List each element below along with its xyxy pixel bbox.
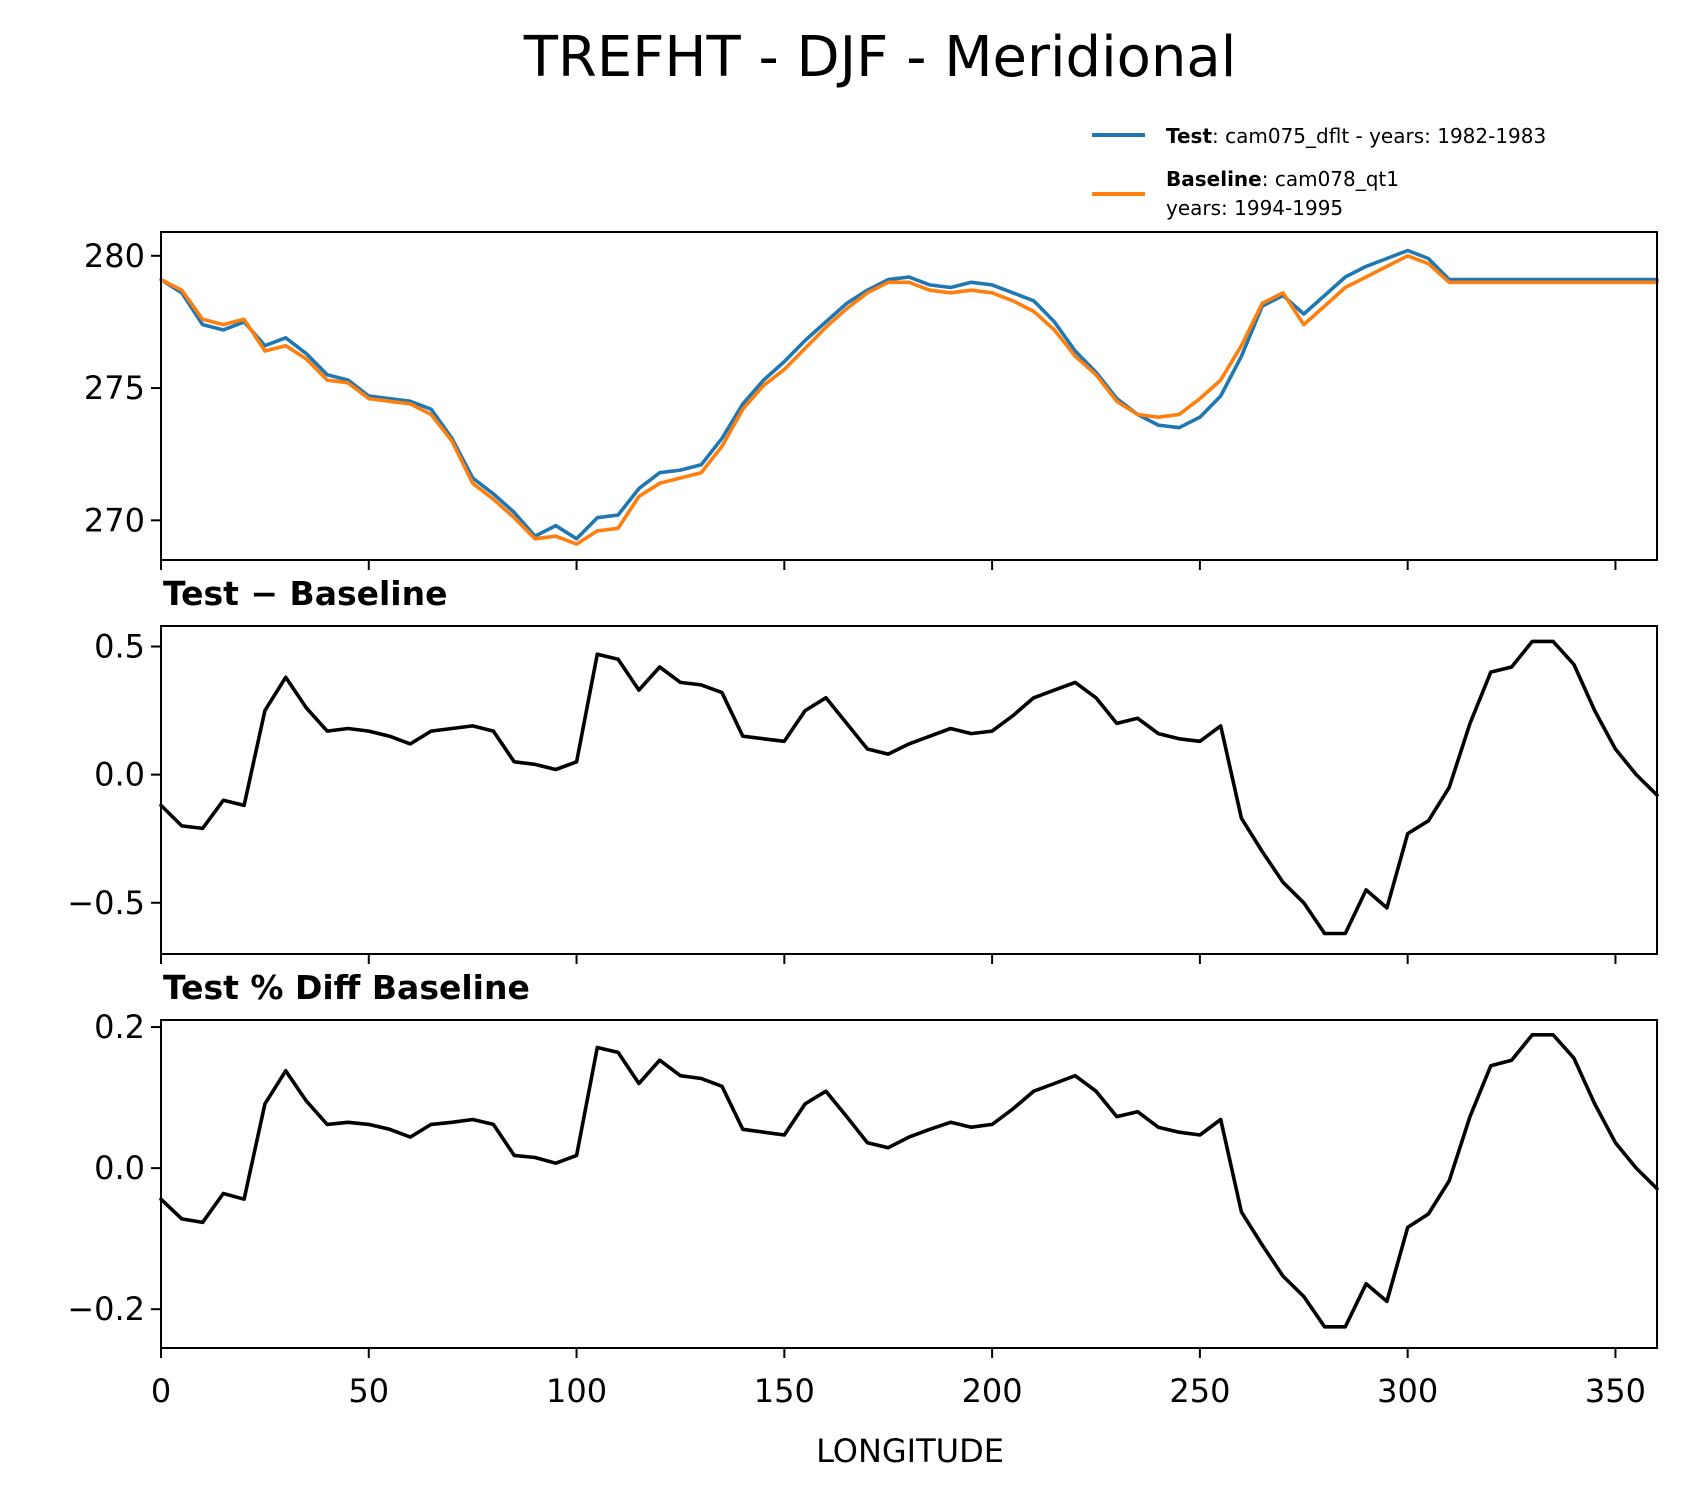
series-line-test-diff-baseline [159,1033,1659,1329]
y-tick-label: 0.2 [94,1008,145,1046]
axes-frame [160,1019,1658,1349]
y-tick-label: −0.2 [67,1290,145,1328]
legend-label-line2: years: 1994-1995 [1166,196,1343,220]
x-tick-label: 300 [1377,1372,1438,1410]
series-line-baseline [159,254,1659,546]
x-tick-label: 150 [754,1372,815,1410]
panel-3: Test % Diff Baseline −0.2 0.0 0.2 0 50 100 150 2… [67,968,1659,1410]
series-line-test-baseline [159,639,1659,936]
legend-label-1: Test: cam075_dflt - years: 1982-1983 [1166,124,1546,148]
x-tick-label: 0 [151,1372,171,1410]
panel-1: 270 275 280 Test: cam075_dflt - years: 1982… [84,124,1659,570]
chart-panels: 270 275 280 Test: cam075_dflt - years: 1982… [67,124,1659,1410]
panel-title: Test − Baseline [163,574,448,613]
y-tick-label: 275 [84,369,145,407]
x-tick-label: 250 [1169,1372,1230,1410]
legend-label-bold: Test [1166,124,1212,148]
y-tick-label: 0.0 [94,756,145,794]
y-tick-label: 0.5 [94,628,145,666]
x-tick-label: 350 [1585,1372,1646,1410]
x-tick-label: 100 [546,1372,607,1410]
axes-frame [160,231,1658,561]
y-tick-label: 280 [84,237,145,275]
legend: Test: cam075_dflt - years: 1982-1983 Base… [1092,124,1546,220]
chart-title: TREFHT - DJF - Meridional [523,25,1237,90]
panel-2: Test − Baseline −0.5 0.0 0.5 [67,574,1659,964]
legend-label-text: : cam078_qt1 [1262,167,1399,191]
y-tick-label: 270 [84,501,145,539]
y-tick-label: 0.0 [94,1149,145,1187]
axes-frame [160,625,1658,955]
series-line-test [159,248,1659,541]
panel-title: Test % Diff Baseline [163,968,530,1007]
legend-label-bold: Baseline [1166,167,1262,191]
x-axis-label: LONGITUDE [816,1432,1004,1470]
y-tick-label: −0.5 [67,884,145,922]
x-tick-label: 200 [962,1372,1023,1410]
legend-label-2: Baseline: cam078_qt1 [1166,167,1399,191]
legend-label-text: : cam075_dflt - years: 1982-1983 [1212,124,1546,148]
x-tick-label: 50 [348,1372,389,1410]
